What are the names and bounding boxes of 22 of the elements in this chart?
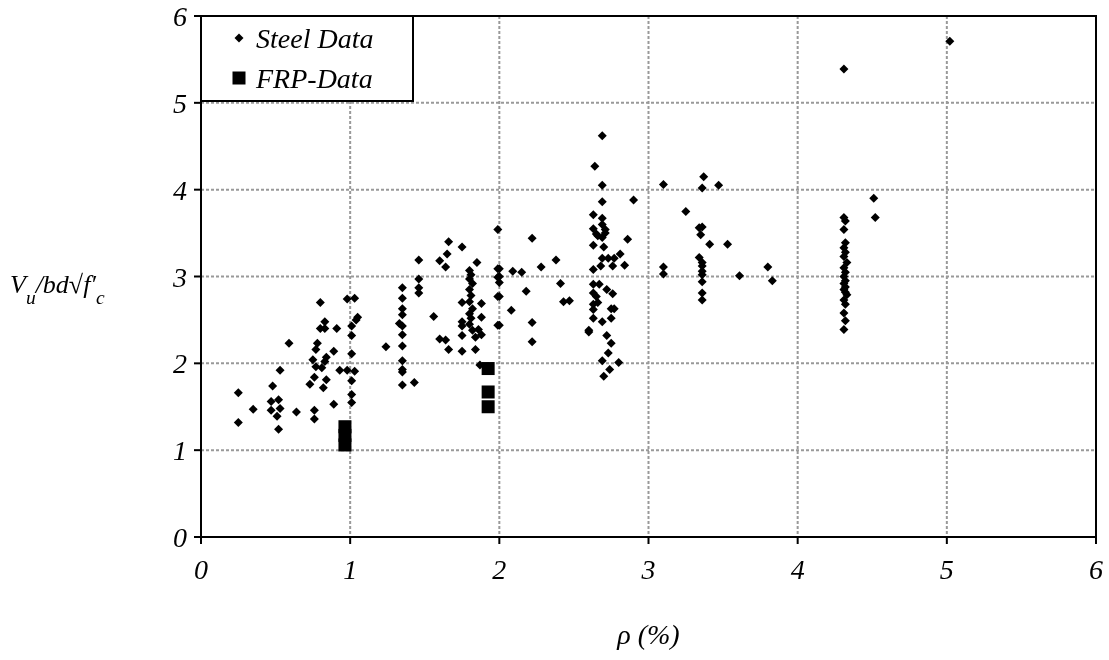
legend-label: Steel Data (256, 23, 374, 54)
x-tick-label: 6 (1089, 554, 1103, 585)
point (481, 400, 495, 414)
y-tick-label: 1 (173, 435, 187, 467)
point (481, 385, 495, 399)
x-tick-label: 2 (492, 554, 507, 585)
x-tick-label: 4 (790, 554, 805, 585)
x-tick-label: 3 (640, 554, 656, 585)
y-tick-label: 6 (173, 1, 187, 32)
point (481, 362, 495, 376)
legend-label: FRP-Data (255, 63, 373, 94)
y-tick-label: 3 (172, 261, 187, 293)
y-tick-label: 4 (173, 174, 187, 206)
y-tick-label: 0 (173, 522, 187, 553)
x-tick-label: 1 (343, 554, 358, 585)
x-tick-label: 0 (194, 554, 208, 585)
y-tick-label: 5 (173, 87, 187, 119)
x-tick-label: 5 (939, 554, 954, 585)
point (338, 438, 352, 452)
x-axis-title: ρ (%) (616, 619, 680, 650)
y-tick-label: 2 (173, 348, 187, 380)
y-axis-title: V$_{u}$/bd√f′$_{c}$ (10, 270, 106, 308)
